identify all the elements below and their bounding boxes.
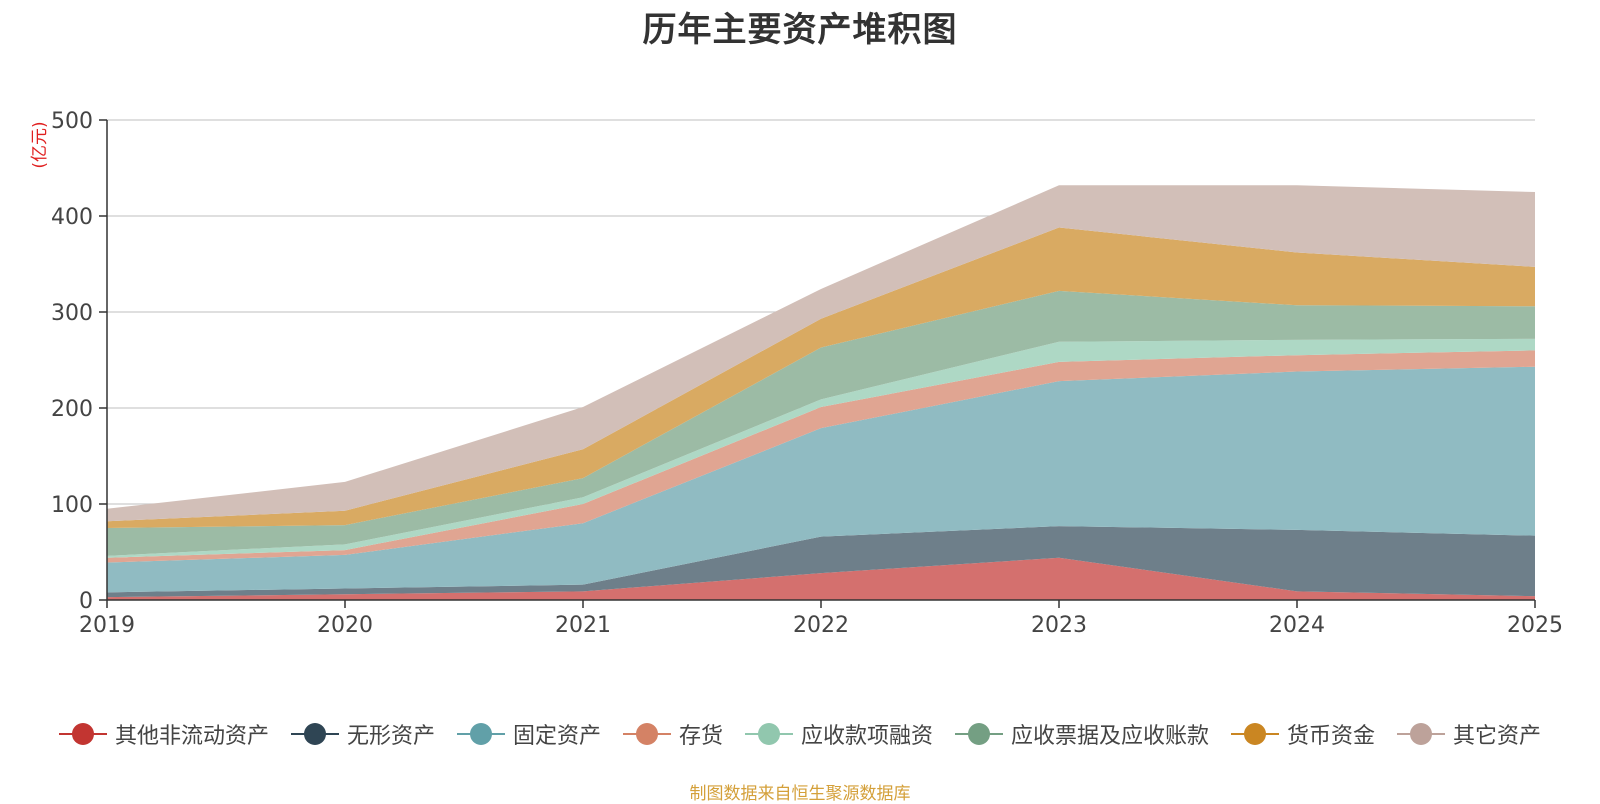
legend-label: 固定资产 xyxy=(512,724,601,749)
y-tick-label-500: 500 xyxy=(51,109,93,134)
legend-marker-icon xyxy=(745,722,793,746)
area-series-2 xyxy=(107,366,1535,593)
y-tick-label-100: 100 xyxy=(51,493,93,518)
legend-marker-icon xyxy=(290,722,339,746)
legend-item-4[interactable]: 应收款项融资 xyxy=(745,718,933,750)
legend-marker-icon xyxy=(1397,722,1446,746)
area-series-1 xyxy=(107,526,1535,598)
legend-item-0[interactable]: 其他非流动资产 xyxy=(58,718,269,750)
y-tick-label-200: 200 xyxy=(51,397,93,422)
x-tick-label-2020: 2020 xyxy=(317,613,373,638)
x-tick-label-2025: 2025 xyxy=(1507,613,1563,638)
legend-label: 其它资产 xyxy=(1453,724,1542,749)
y-tick-label-400: 400 xyxy=(51,205,93,230)
legend-label: 应收款项融资 xyxy=(801,724,934,749)
chart-legend: 其他非流动资产 无形资产 固定资产 存货 应收款项融资 应收票据及应收账款 货币资金 其它资产 xyxy=(0,718,1600,750)
x-tick-label-2021: 2021 xyxy=(555,613,611,638)
y-tick-label-0: 0 xyxy=(79,589,93,614)
legend-item-2[interactable]: 固定资产 xyxy=(456,718,601,750)
legend-label: 其他非流动资产 xyxy=(114,724,269,749)
legend-label: 货币资金 xyxy=(1287,724,1376,749)
area-series-5 xyxy=(107,290,1535,556)
legend-label: 应收票据及应收账款 xyxy=(1011,724,1210,749)
area-series-7 xyxy=(107,185,1535,522)
legend-marker-icon xyxy=(58,722,107,746)
y-axis-unit-label: (亿元) xyxy=(30,121,50,168)
legend-label: 无形资产 xyxy=(346,724,435,749)
area-series-0 xyxy=(107,557,1535,600)
legend-marker-icon xyxy=(955,722,1004,746)
x-tick-label-2019: 2019 xyxy=(79,613,135,638)
legend-item-7[interactable]: 其它资产 xyxy=(1397,718,1541,750)
legend-marker-icon xyxy=(622,722,671,746)
x-tick-label-2022: 2022 xyxy=(793,613,849,638)
legend-item-3[interactable]: 存货 xyxy=(622,718,723,750)
source-note: 制图数据来自恒生聚源数据库 xyxy=(689,784,911,804)
chart-title: 历年主要资产堆积图 xyxy=(642,10,958,50)
x-tick-label-2023: 2023 xyxy=(1031,613,1087,638)
legend-label: 存货 xyxy=(678,724,723,749)
legend-item-1[interactable]: 无形资产 xyxy=(290,718,435,750)
y-tick-label-300: 300 xyxy=(51,301,93,326)
x-tick-label-2024: 2024 xyxy=(1269,613,1325,638)
legend-item-5[interactable]: 应收票据及应收账款 xyxy=(955,718,1209,750)
legend-marker-icon xyxy=(1231,722,1280,746)
legend-item-6[interactable]: 货币资金 xyxy=(1231,718,1375,750)
legend-marker-icon xyxy=(456,722,505,746)
